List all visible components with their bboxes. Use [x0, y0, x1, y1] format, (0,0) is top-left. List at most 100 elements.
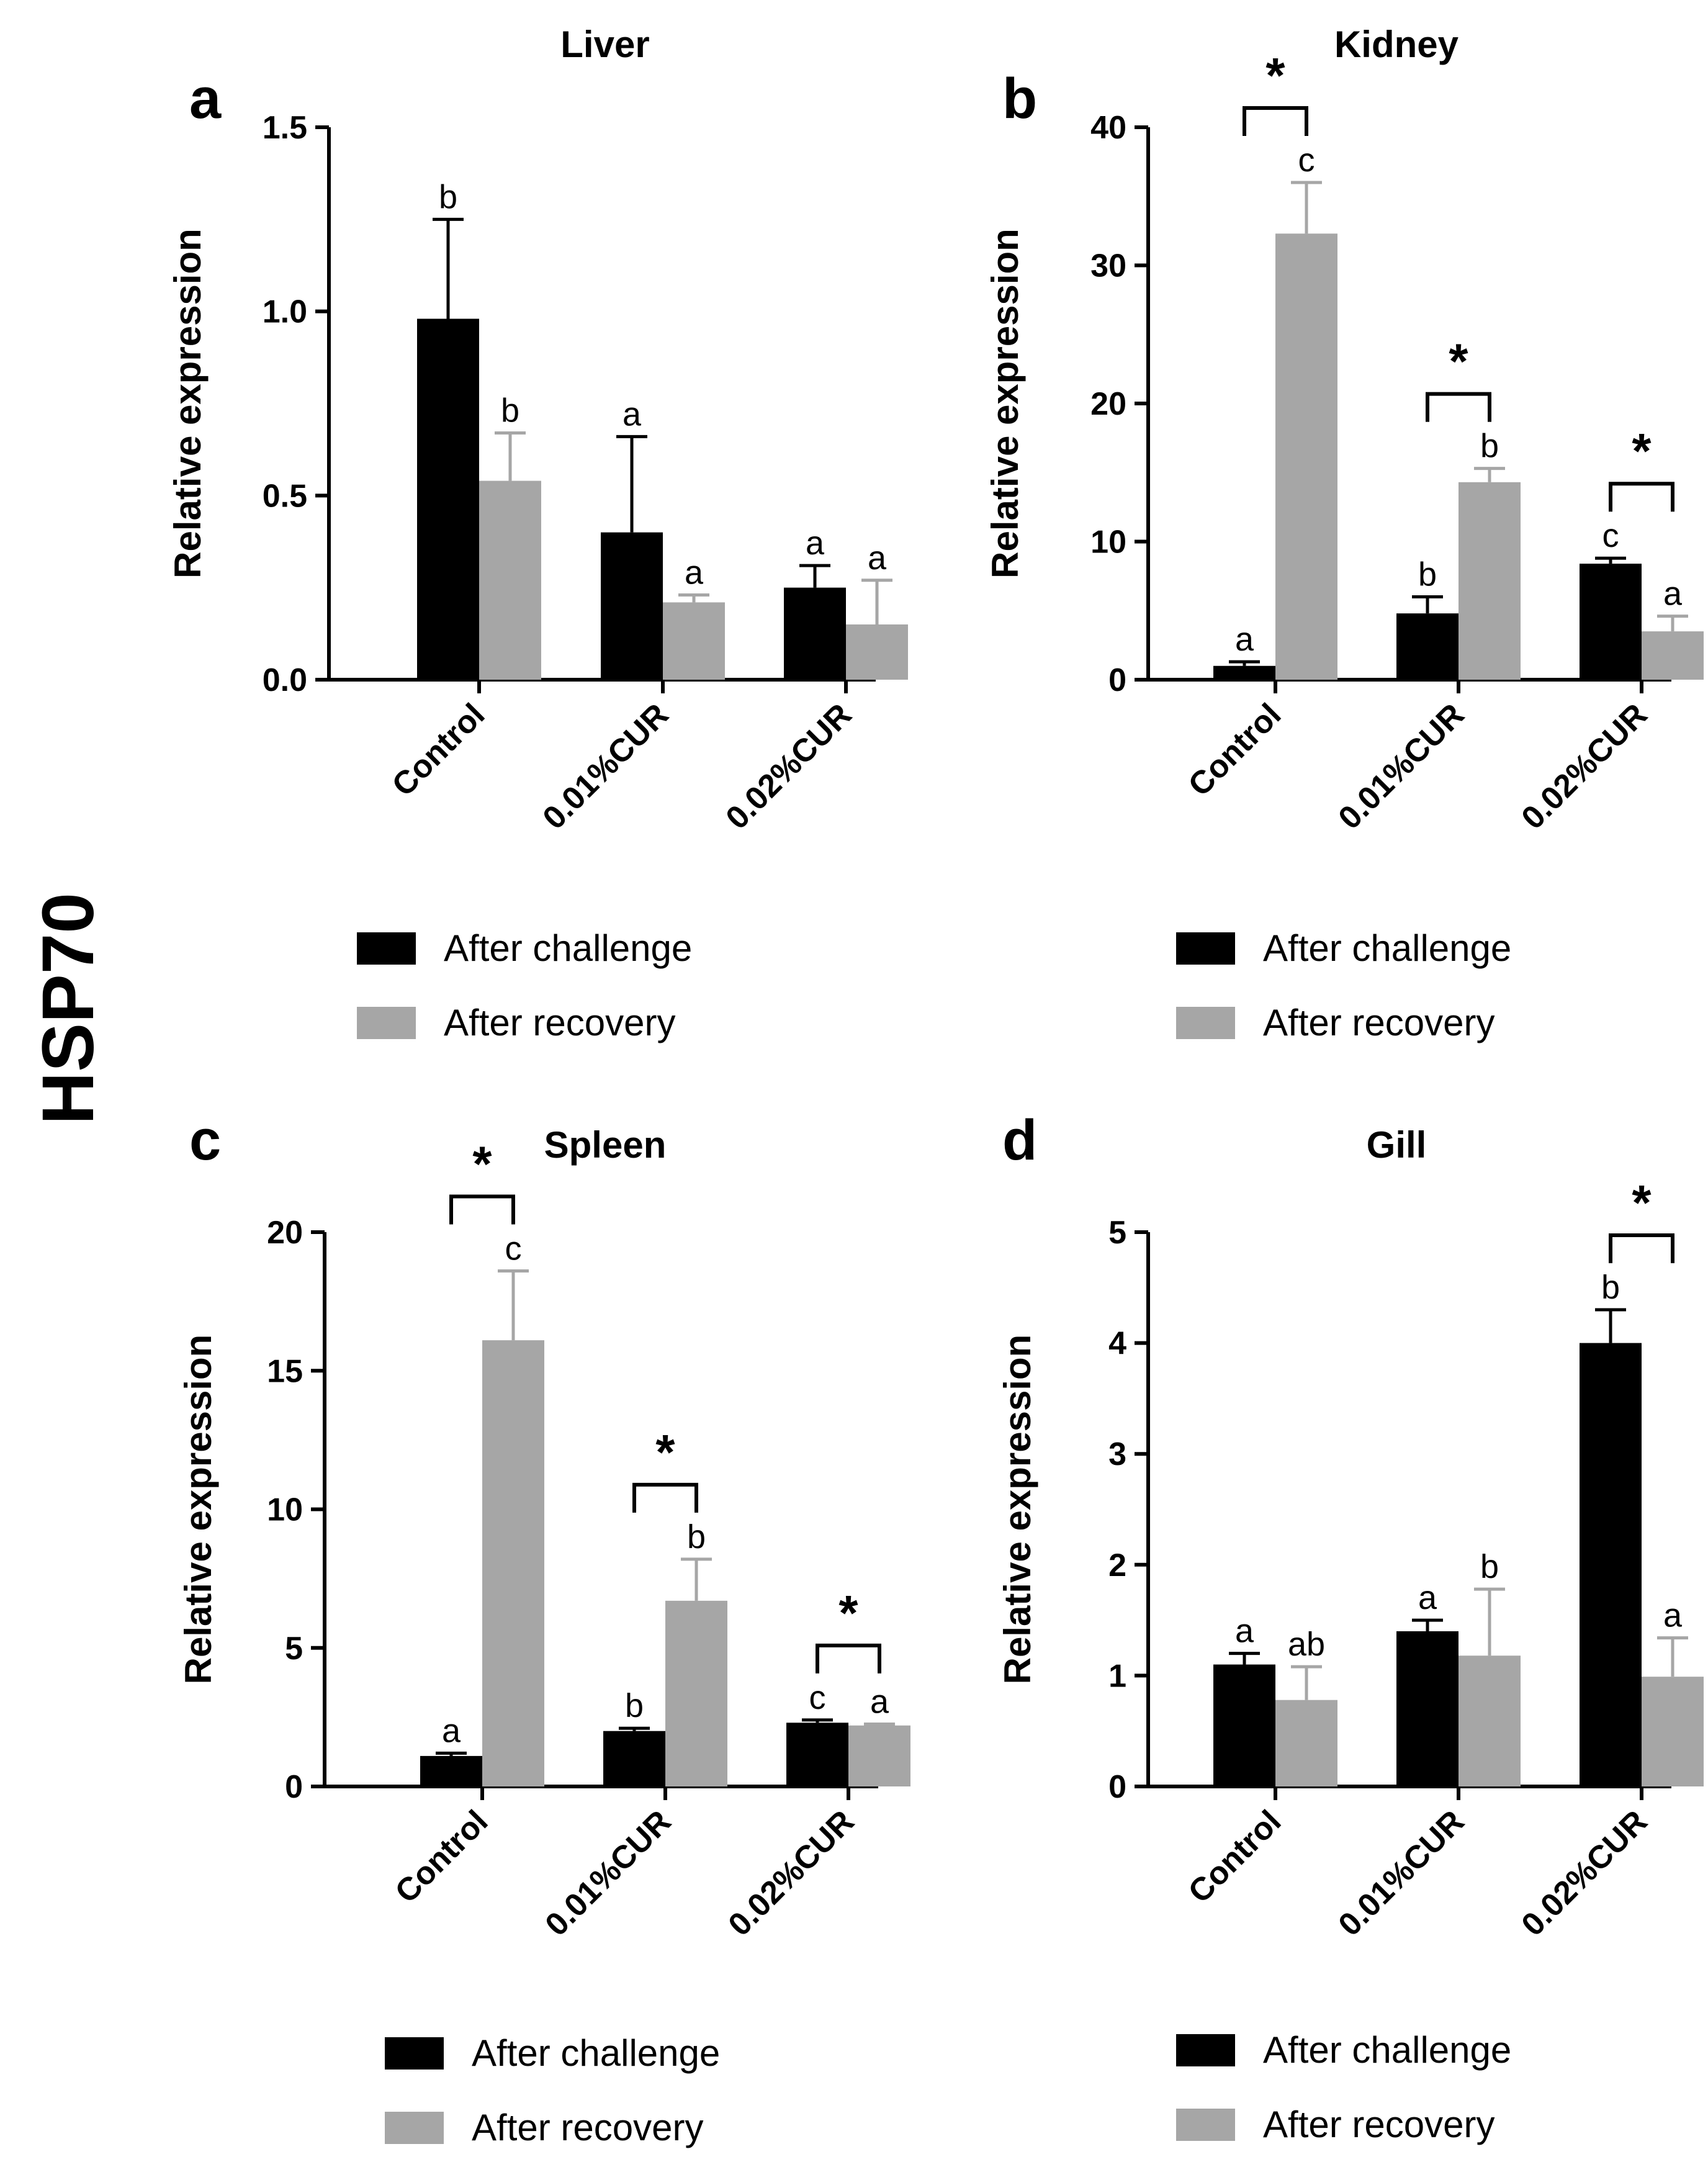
- y-tick-label: 5: [285, 1631, 303, 1667]
- significance-letter: b: [439, 178, 457, 215]
- y-axis-label: Relative expression: [997, 1335, 1038, 1685]
- bar-recovery-1: [1459, 482, 1521, 680]
- significance-star: *: [1265, 48, 1285, 103]
- legend-swatch-1: [1176, 2109, 1235, 2141]
- x-tick-label: 0.01%CUR: [1332, 696, 1472, 836]
- y-axis-label: Relative expression: [984, 228, 1026, 579]
- legend-swatch-1: [1176, 1007, 1235, 1039]
- legend-label-0: After challenge: [472, 2032, 720, 2074]
- x-tick-label: Control: [1182, 696, 1288, 803]
- significance-letter: b: [1480, 428, 1499, 465]
- significance-star: *: [1632, 1175, 1652, 1230]
- significance-letter: a: [1663, 1597, 1683, 1634]
- significance-letter: b: [687, 1518, 706, 1556]
- significance-letter: a: [806, 525, 825, 562]
- y-tick-label: 1: [1108, 1658, 1126, 1694]
- y-tick-label: 20: [267, 1215, 303, 1251]
- y-tick-label: 0: [1108, 662, 1126, 698]
- figure-side-label: HSP70: [27, 893, 109, 1125]
- chart-panel-d: d Gill Relative expression 0 1 2 3 4 5 Control 0.0…: [997, 1109, 1704, 2145]
- significance-star: *: [655, 1425, 675, 1480]
- bar-challenge-0: [417, 318, 479, 680]
- legend-swatch-0: [385, 2037, 444, 2070]
- bar-recovery-2: [848, 1725, 910, 1786]
- bar-challenge-2: [786, 1723, 848, 1786]
- significance-letter: a: [870, 1683, 889, 1721]
- significance-letter: c: [1298, 142, 1315, 179]
- legend-swatch-1: [385, 2112, 444, 2144]
- bar-recovery-2: [1642, 1677, 1704, 1786]
- significance-bracket: [632, 1482, 698, 1513]
- y-tick-label: 10: [267, 1492, 303, 1528]
- legend-swatch-0: [357, 932, 416, 965]
- significance-letter: c: [505, 1230, 522, 1268]
- bar-recovery-2: [1642, 631, 1704, 680]
- y-tick-label: 15: [267, 1353, 303, 1389]
- y-tick-label: 1.5: [263, 110, 307, 146]
- chart-title: Kidney: [1334, 24, 1459, 65]
- bar-challenge-1: [603, 1731, 665, 1786]
- bar-recovery-0: [482, 1340, 544, 1786]
- y-tick-label: 10: [1090, 525, 1126, 561]
- x-tick-label: 0.01%CUR: [536, 696, 676, 836]
- significance-letter: c: [1602, 517, 1619, 554]
- significance-letter: a: [1235, 621, 1254, 658]
- y-tick-label: 0.0: [263, 662, 307, 698]
- bar-challenge-1: [1396, 613, 1459, 680]
- significance-letter: b: [1418, 556, 1437, 593]
- bar-recovery-0: [479, 480, 541, 680]
- x-tick-label: Control: [385, 696, 492, 803]
- x-tick-label: 0.02%CUR: [1515, 696, 1655, 836]
- significance-bracket: [1243, 106, 1308, 136]
- y-tick-label: 20: [1090, 386, 1126, 422]
- bar-challenge-2: [1580, 1343, 1642, 1786]
- legend-label-0: After challenge: [1263, 2029, 1511, 2071]
- bar-recovery-2: [846, 624, 908, 680]
- significance-letter: a: [1663, 575, 1683, 613]
- significance-star: *: [838, 1585, 858, 1641]
- significance-letter: b: [1601, 1269, 1620, 1306]
- bar-challenge-2: [1580, 564, 1642, 680]
- chart-title: Spleen: [544, 1124, 667, 1166]
- significance-bracket: [1609, 1233, 1674, 1264]
- panel-letter: c: [189, 1109, 221, 1172]
- x-tick-label: 0.01%CUR: [1332, 1803, 1472, 1943]
- legend-label-1: After recovery: [472, 2107, 703, 2148]
- bar-challenge-0: [420, 1755, 482, 1786]
- significance-bracket: [1426, 392, 1491, 422]
- y-tick-label: 30: [1090, 248, 1126, 284]
- significance-letter: a: [442, 1712, 461, 1749]
- significance-bracket: [449, 1194, 515, 1225]
- significance-letter: a: [1235, 1613, 1254, 1650]
- significance-letter: a: [1418, 1579, 1437, 1616]
- bar-challenge-0: [1213, 1664, 1275, 1786]
- y-tick-label: 0: [1108, 1769, 1126, 1805]
- y-tick-label: 5: [1108, 1215, 1126, 1251]
- panel-letter: b: [1002, 67, 1037, 130]
- y-axis-label: Relative expression: [167, 228, 209, 579]
- x-tick-label: 0.01%CUR: [539, 1803, 678, 1943]
- legend-label-1: After recovery: [1263, 1002, 1494, 1043]
- bar-recovery-1: [663, 602, 725, 680]
- y-axis-label: Relative expression: [178, 1335, 219, 1685]
- significance-letter: b: [501, 392, 519, 429]
- legend-label-0: After challenge: [444, 927, 692, 969]
- significance-star: *: [472, 1137, 492, 1192]
- significance-letter: b: [1480, 1548, 1499, 1585]
- bar-recovery-1: [665, 1600, 727, 1786]
- bar-challenge-1: [601, 532, 663, 680]
- chart-panel-b: b Kidney Relative expression 0 10 20 30 40 Contr…: [984, 24, 1704, 1043]
- significance-letter: a: [623, 395, 642, 433]
- legend-swatch-0: [1176, 2034, 1235, 2066]
- significance-letter: ab: [1288, 1626, 1325, 1663]
- y-tick-label: 0.5: [263, 478, 307, 514]
- significance-letter: a: [868, 539, 887, 577]
- significance-star: *: [1449, 334, 1468, 389]
- bar-recovery-0: [1275, 233, 1337, 680]
- bar-challenge-0: [1213, 665, 1275, 680]
- significance-bracket: [1609, 482, 1674, 512]
- bar-challenge-1: [1396, 1631, 1459, 1786]
- bar-challenge-2: [784, 587, 846, 680]
- panel-letter: a: [189, 67, 222, 130]
